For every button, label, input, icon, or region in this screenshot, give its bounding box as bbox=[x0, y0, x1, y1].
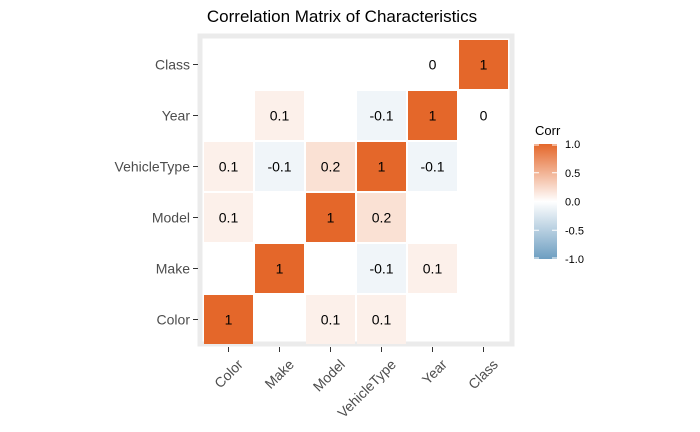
cell-label-vehicletype-make: -0.1 bbox=[267, 159, 291, 175]
heatmap-cell-model-vehicletype bbox=[357, 193, 406, 242]
legend-tick-label-2: 0.0 bbox=[565, 197, 580, 209]
cell-label-make-make: 1 bbox=[276, 261, 284, 277]
heatmap-cell-vehicletype-vehicletype bbox=[357, 142, 406, 191]
x-tick-label-color: Color bbox=[211, 356, 246, 391]
cell-label-year-year: 1 bbox=[429, 108, 437, 124]
heatmap-cell-year-vehicletype bbox=[357, 91, 406, 140]
panel-border bbox=[197, 33, 515, 347]
cell-label-class-year: 0 bbox=[429, 57, 437, 73]
heatmap-cell-vehicletype-year bbox=[408, 142, 457, 191]
cell-label-color-vehicletype: 0.1 bbox=[372, 312, 392, 328]
heatmap-cell-make-year bbox=[408, 244, 457, 293]
cell-label-vehicletype-year: -0.1 bbox=[420, 159, 444, 175]
cell-label-year-vehicletype: -0.1 bbox=[369, 108, 393, 124]
cell-label-model-color: 0.1 bbox=[219, 210, 239, 226]
chart-title: Correlation Matrix of Characteristics bbox=[207, 7, 477, 26]
cell-label-class-class: 1 bbox=[480, 57, 488, 73]
y-tick-label-make: Make bbox=[156, 261, 190, 277]
cell-label-year-make: 0.1 bbox=[270, 108, 290, 124]
y-tick-label-model: Model bbox=[152, 210, 190, 226]
heatmap-cell-year-year bbox=[408, 91, 457, 140]
x-tick-label-model: Model bbox=[310, 356, 348, 394]
y-tick-label-color: Color bbox=[157, 312, 191, 328]
heatmap-cell-vehicletype-make bbox=[255, 142, 304, 191]
heatmap-cell-class-class bbox=[459, 40, 508, 89]
legend-tick-label-1: 0.5 bbox=[565, 168, 580, 180]
cell-label-make-vehicletype: -0.1 bbox=[369, 261, 393, 277]
x-tick-label-year: Year bbox=[419, 356, 451, 388]
legend-title: Corr bbox=[535, 123, 561, 138]
heatmap-cell-year-class bbox=[459, 91, 508, 140]
heatmap-cell-make-vehicletype bbox=[357, 244, 406, 293]
x-tick-label-make: Make bbox=[261, 356, 297, 392]
cell-label-vehicletype-color: 0.1 bbox=[219, 159, 239, 175]
cell-label-year-class: 0 bbox=[480, 108, 488, 124]
heatmap-cell-color-model bbox=[306, 295, 355, 344]
cell-label-model-model: 1 bbox=[327, 210, 335, 226]
legend-tick-label-4: -1.0 bbox=[565, 254, 584, 266]
cell-label-make-year: 0.1 bbox=[423, 261, 443, 277]
heatmap-cell-vehicletype-model bbox=[306, 142, 355, 191]
heatmap-cell-make-make bbox=[255, 244, 304, 293]
cell-label-model-vehicletype: 0.2 bbox=[372, 210, 392, 226]
cell-label-color-color: 1 bbox=[225, 312, 233, 328]
cell-label-vehicletype-model: 0.2 bbox=[321, 159, 341, 175]
legend-colorbar bbox=[534, 144, 557, 259]
cell-label-color-model: 0.1 bbox=[321, 312, 341, 328]
cell-label-vehicletype-vehicletype: 1 bbox=[378, 159, 386, 175]
heatmap-cell-model-color bbox=[204, 193, 253, 242]
y-tick-label-vehicletype: VehicleType bbox=[115, 159, 191, 175]
heatmap-cell-year-make bbox=[255, 91, 304, 140]
y-tick-label-year: Year bbox=[162, 108, 191, 124]
heatmap-cell-color-color bbox=[204, 295, 253, 344]
legend-tick-label-3: -0.5 bbox=[565, 225, 584, 237]
heatmap-cell-class-year bbox=[408, 40, 457, 89]
legend: Corr 1.0 0.5 0.0 -0.5 -1.0 bbox=[534, 123, 584, 266]
x-tick-label-class: Class bbox=[465, 356, 501, 392]
heatmap-cell-vehicletype-color bbox=[204, 142, 253, 191]
legend-tick-label-0: 1.0 bbox=[565, 139, 580, 151]
y-tick-label-class: Class bbox=[155, 57, 190, 73]
heatmap-cell-color-vehicletype bbox=[357, 295, 406, 344]
heatmap-cell-model-model bbox=[306, 193, 355, 242]
